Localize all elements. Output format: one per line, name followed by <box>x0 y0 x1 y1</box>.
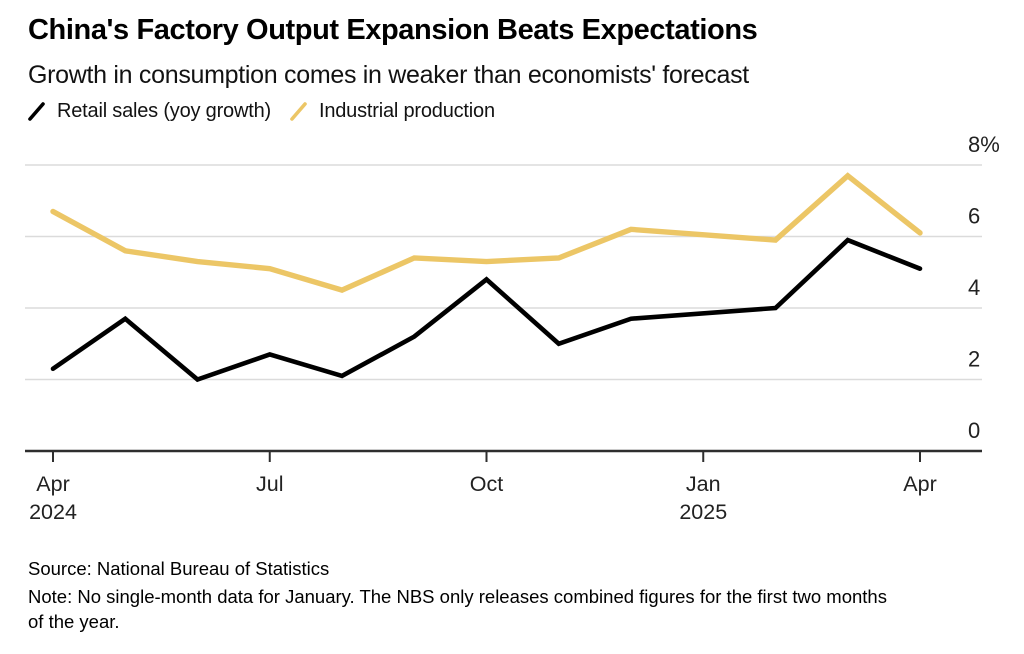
x-tick-label: Jul <box>256 472 283 496</box>
chart-title: China's Factory Output Expansion Beats E… <box>28 14 758 46</box>
industrial-production-line <box>50 172 923 293</box>
y-tick-label: 8% <box>968 132 1000 157</box>
source-line: Source: National Bureau of Statistics <box>28 558 330 579</box>
legend-label-retail-sales: Retail sales (yoy growth) <box>57 100 271 122</box>
note-line-2: of the year. <box>28 611 120 632</box>
y-tick-label: 6 <box>968 204 980 229</box>
legend-slash-icon <box>28 102 45 121</box>
legend-slash-icon <box>290 102 307 121</box>
footer: Source: National Bureau of Statistics No… <box>28 556 1008 635</box>
y-tick-label: 0 <box>968 418 980 443</box>
retail-sales-yoy-growth-line <box>50 237 923 383</box>
legend: Retail sales (yoy growth) Industrial pro… <box>26 100 512 123</box>
y-tick-label: 2 <box>968 347 980 372</box>
legend-item-retail-sales: Retail sales (yoy growth) <box>26 100 271 123</box>
legend-item-industrial-production: Industrial production <box>288 100 495 123</box>
x-tick-sublabel: 2025 <box>679 500 727 524</box>
x-tick-label: Jan <box>686 472 721 496</box>
legend-label-industrial-production: Industrial production <box>318 100 495 122</box>
note-line-1: Note: No single-month data for January. … <box>28 585 887 607</box>
x-tick-label: Apr <box>36 472 69 496</box>
x-tick-sublabel: 2024 <box>29 500 77 524</box>
x-tick-label: Apr <box>903 472 936 496</box>
x-tick-label: Oct <box>470 472 503 496</box>
chart-subtitle: Growth in consumption comes in weaker th… <box>28 61 749 89</box>
y-tick-label: 4 <box>968 275 980 300</box>
